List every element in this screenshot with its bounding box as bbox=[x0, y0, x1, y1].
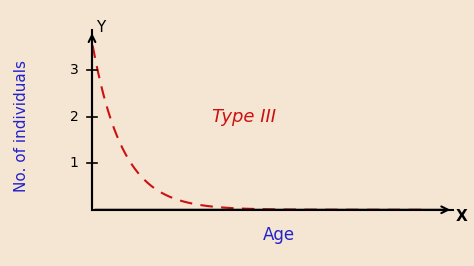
Text: 2: 2 bbox=[70, 110, 79, 123]
Text: Age: Age bbox=[263, 226, 295, 244]
Text: Type III: Type III bbox=[212, 107, 276, 126]
Text: 1: 1 bbox=[70, 156, 79, 170]
Text: X: X bbox=[455, 209, 467, 224]
Text: No. of individuals: No. of individuals bbox=[14, 60, 29, 192]
Text: 3: 3 bbox=[70, 63, 79, 77]
Text: Y: Y bbox=[96, 19, 105, 35]
